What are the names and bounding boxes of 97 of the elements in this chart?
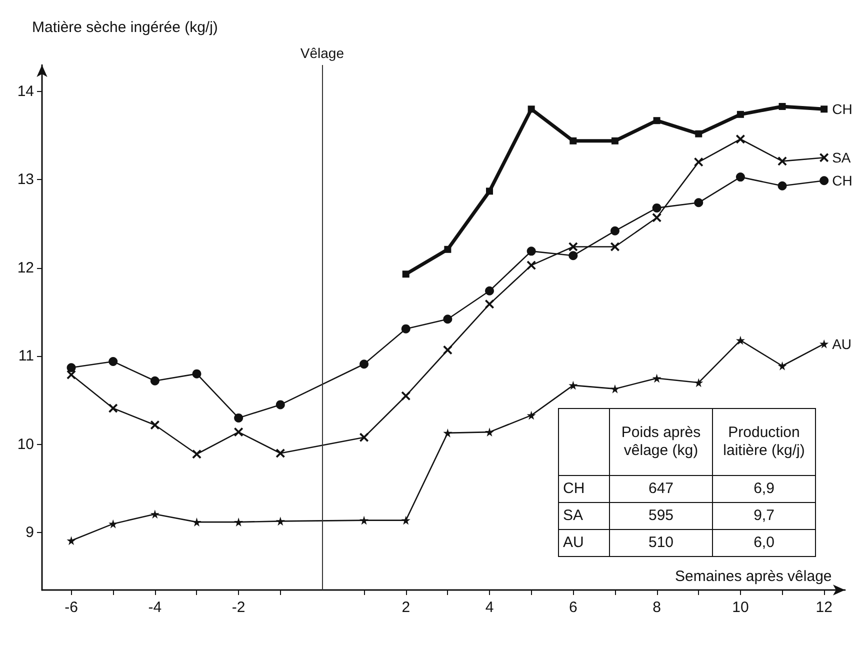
point <box>66 370 76 380</box>
annotation: Production laitière (kg/j) <box>712 408 816 476</box>
y-axis-title: Matière sèche ingérée (kg/j) <box>32 19 218 36</box>
point <box>694 198 704 208</box>
point <box>276 516 285 526</box>
point <box>443 314 452 324</box>
x-tick-label: 2 <box>402 599 410 616</box>
point <box>234 428 244 437</box>
point <box>485 286 494 296</box>
point <box>360 516 369 525</box>
point <box>192 450 202 459</box>
point <box>360 360 369 369</box>
point <box>611 137 618 144</box>
point <box>234 413 244 422</box>
point <box>526 260 536 270</box>
series-label: SA <box>832 150 852 166</box>
point <box>736 110 744 118</box>
point <box>401 324 410 334</box>
annotation: 595 <box>610 502 712 530</box>
x-tick-label: -6 <box>64 599 78 616</box>
x-tick-label: 10 <box>732 599 749 616</box>
point <box>150 376 160 386</box>
point <box>108 356 118 366</box>
point <box>276 448 285 458</box>
series-label: CH <box>832 172 852 189</box>
point <box>443 346 452 354</box>
x-tick-label: 4 <box>485 599 494 616</box>
point <box>778 102 786 110</box>
point <box>150 510 160 519</box>
annotation: AU <box>558 530 610 556</box>
y-tick-label: 13 <box>17 171 34 188</box>
y-tick-label: 10 <box>17 436 34 453</box>
point <box>444 246 452 253</box>
series-label: CH <box>832 101 852 118</box>
point <box>108 519 118 528</box>
point <box>820 153 829 162</box>
point <box>736 336 745 345</box>
annotation: 9,7 <box>712 502 816 530</box>
point <box>820 339 829 348</box>
x-tick-label: -4 <box>148 599 162 616</box>
point <box>108 404 118 413</box>
point <box>401 516 410 525</box>
point <box>568 380 578 390</box>
point <box>66 536 76 546</box>
x-tick-label: 12 <box>816 599 832 616</box>
point <box>736 134 745 144</box>
point <box>485 300 494 309</box>
point <box>485 428 494 437</box>
point <box>610 384 620 394</box>
point <box>276 400 285 410</box>
x-tick-label: 8 <box>652 599 661 616</box>
point <box>568 242 578 252</box>
point <box>652 213 662 222</box>
point <box>820 106 828 113</box>
y-tick-label: 12 <box>17 259 34 276</box>
point <box>778 156 787 166</box>
annotation: 6,0 <box>712 530 816 556</box>
point <box>820 176 829 186</box>
annotation: SA <box>558 502 610 530</box>
point <box>695 130 702 138</box>
point <box>401 391 410 400</box>
point <box>234 518 244 527</box>
point <box>360 432 369 442</box>
annotation: 647 <box>610 476 712 502</box>
point <box>610 242 620 252</box>
point <box>192 369 202 378</box>
point <box>66 363 76 372</box>
ref-line-label: Vêlage <box>300 45 344 61</box>
y-tick-label: 14 <box>17 82 34 100</box>
x-tick-label: 6 <box>568 599 578 616</box>
point <box>778 361 787 370</box>
point <box>694 158 704 167</box>
point <box>653 117 660 124</box>
annotation: 6,9 <box>712 476 816 502</box>
point <box>570 137 577 144</box>
y-tick-label: 11 <box>18 348 34 365</box>
point <box>526 246 536 256</box>
point <box>694 378 704 388</box>
point <box>568 251 578 260</box>
x-tick-label: -2 <box>232 599 246 616</box>
point <box>778 181 787 190</box>
annotation: Poids après vêlage (kg) <box>610 408 712 476</box>
point <box>736 172 745 182</box>
annotation: CH <box>558 476 610 502</box>
point <box>526 410 536 420</box>
point <box>652 374 662 383</box>
point <box>150 420 160 430</box>
series-label: AU <box>832 336 852 352</box>
y-tick-label: 9 <box>26 524 34 542</box>
point <box>610 226 620 236</box>
point <box>652 203 662 212</box>
point <box>402 270 410 278</box>
x-axis-title: Semaines après vêlage <box>675 568 832 585</box>
point <box>443 428 452 438</box>
point <box>486 188 494 195</box>
annotation: 510 <box>610 530 712 556</box>
point <box>528 106 535 113</box>
